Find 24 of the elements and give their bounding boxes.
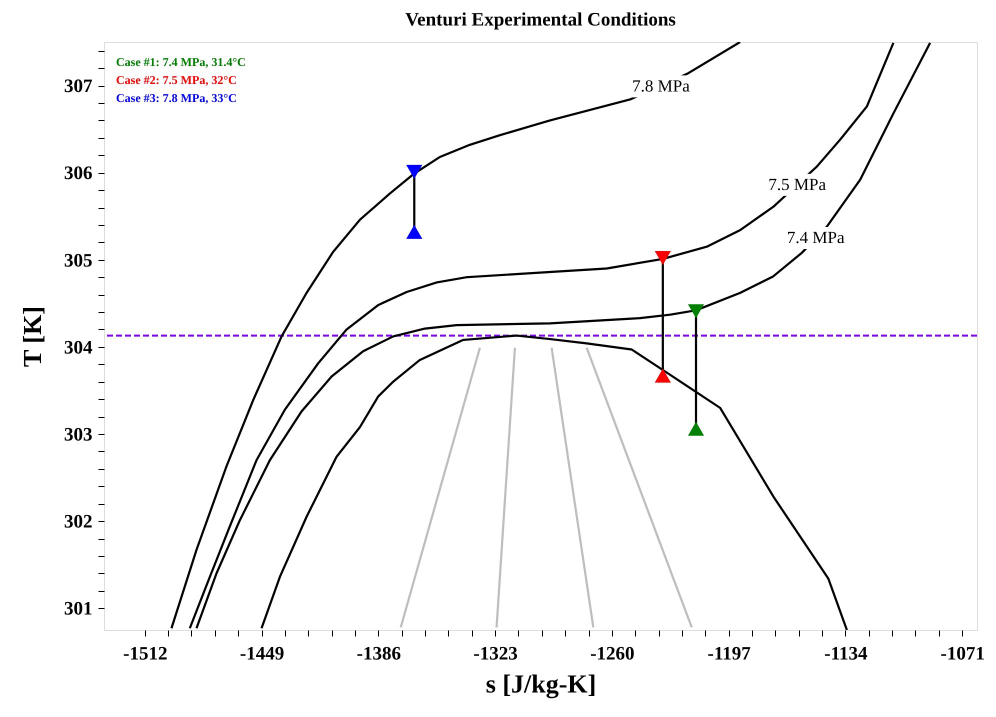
text: Case #3: 7.8 MPa, 33°C [116, 91, 237, 105]
y-tick-label: 303 [64, 424, 92, 446]
y-tick-label: 301 [64, 598, 92, 620]
y-tick-label: 305 [64, 250, 92, 272]
x-tick-label: -1386 [356, 644, 401, 664]
chart-title: Venturi Experimental Conditions [405, 10, 676, 31]
annotation: 7.5 MPa [768, 174, 826, 194]
x-tick-label: -1260 [590, 644, 635, 664]
annotation: 7.8 MPa [632, 76, 690, 96]
x-tick-label: -1134 [824, 644, 868, 664]
y-tick-label: 306 [64, 163, 92, 184]
x-tick-label: -1071 [940, 644, 985, 664]
text: Case #1: 7.4 MPa, 31.4°C [116, 55, 246, 69]
y-tick-label: 302 [64, 512, 92, 533]
x-axis-title: s [J/kg-K] [486, 670, 596, 698]
y-axis-title: T [K] [18, 306, 47, 367]
y-tick-label: 304 [64, 337, 93, 358]
x-tick-label: -1323 [473, 644, 518, 664]
annotation: 7.4 MPa [786, 228, 846, 247]
x-tick-label: -1449 [240, 644, 284, 664]
x-tick-label: -1512 [123, 644, 168, 664]
x-tick-label: -1197 [707, 644, 752, 664]
text: Case #2: 7.5 MPa, 32°C [116, 73, 237, 87]
y-tick-label: 307 [64, 76, 93, 98]
